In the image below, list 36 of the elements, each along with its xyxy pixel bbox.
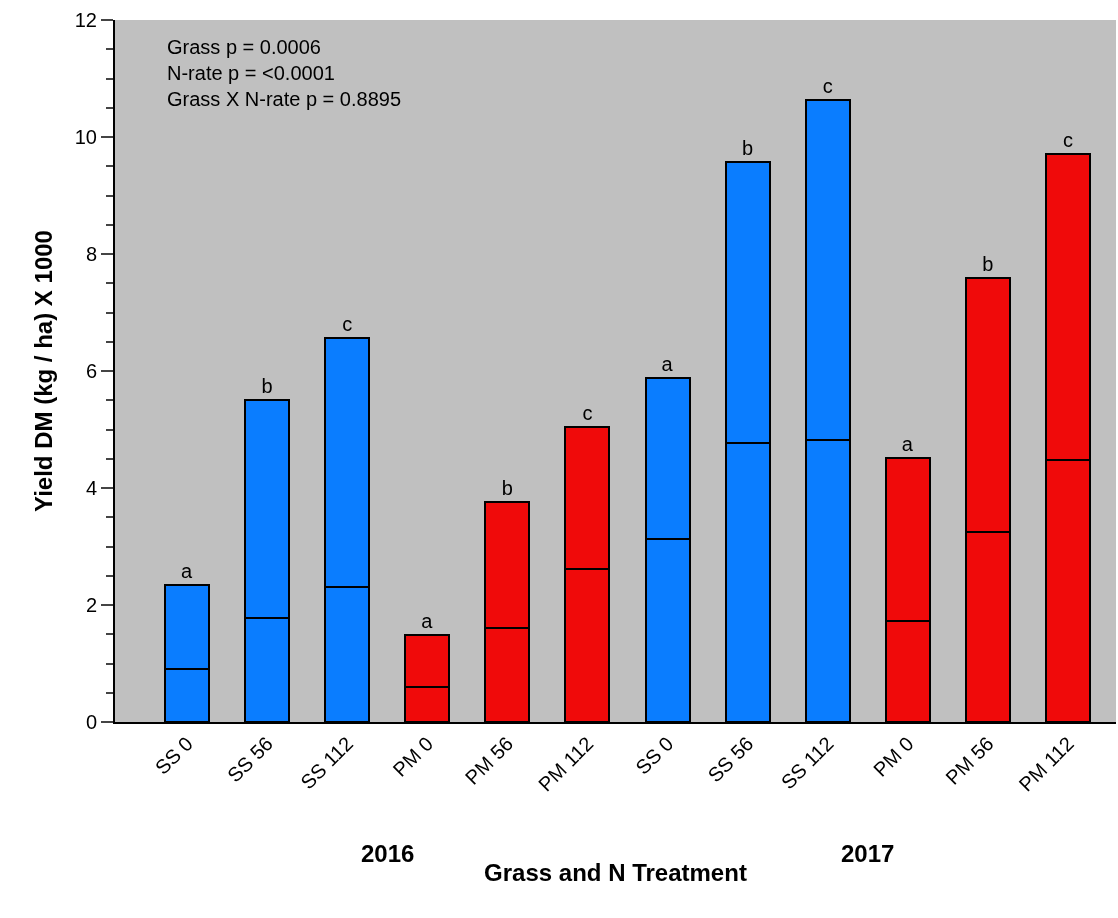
x-tick-label: SS 0 — [631, 732, 678, 779]
x-tick-label: SS 112 — [776, 732, 838, 794]
x-tick-label: SS 112 — [296, 732, 358, 794]
x-tick-label: SS 0 — [150, 732, 197, 779]
x-tick-label: PM 112 — [534, 732, 598, 796]
y-tick-label: 8 — [85, 243, 97, 265]
data-label: b — [982, 252, 994, 275]
text: 2017 — [841, 840, 895, 867]
y-tick-label: 4 — [85, 477, 97, 499]
y-axis-title: Yield DM (kg / ha) X 1000 — [30, 230, 58, 512]
data-label: c — [1062, 128, 1073, 151]
x-tick-label: PM 112 — [1014, 732, 1078, 796]
x-axis-title: Grass and N Treatment — [484, 859, 747, 887]
y-tick-label: 10 — [74, 126, 97, 148]
y-tick-label: 2 — [85, 594, 97, 616]
data-label: b — [261, 375, 273, 398]
x-tick-label: PM 0 — [869, 732, 918, 781]
x-tick-label: PM 56 — [941, 732, 998, 789]
x-tick-label: SS 56 — [703, 732, 758, 787]
data-label: a — [421, 610, 434, 633]
annotation: Grass p = 0.0006 N-rate p = <0.0001 Grass X N-rate p = 0.8895 — [167, 36, 402, 110]
data-label: b — [501, 477, 513, 500]
text: 2016 — [361, 840, 415, 867]
x-tick-label: SS 56 — [222, 732, 278, 787]
data-label: c — [342, 313, 353, 336]
data-label: b — [742, 136, 754, 159]
data-label: c — [582, 402, 593, 425]
data-label: a — [661, 353, 674, 376]
y-tick-label: 0 — [85, 711, 97, 733]
x-tick-label: PM 56 — [460, 732, 518, 789]
data-label: a — [901, 432, 914, 455]
y-tick-label: 12 — [74, 9, 97, 31]
data-label: c — [822, 74, 833, 97]
x-tick-label: PM 0 — [388, 732, 438, 781]
data-label: a — [181, 560, 194, 583]
y-tick-label: 6 — [85, 360, 97, 382]
